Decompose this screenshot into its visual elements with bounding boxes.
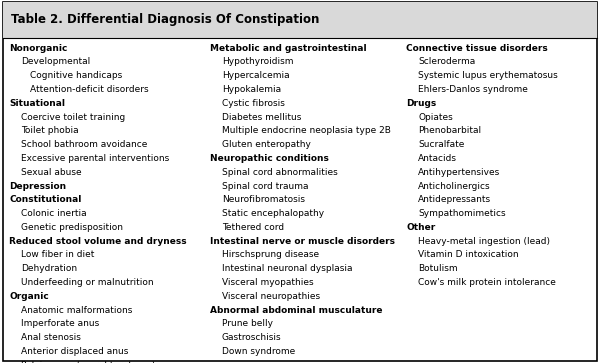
Text: Hypothyroidism: Hypothyroidism <box>222 57 293 66</box>
Text: Sympathomimetics: Sympathomimetics <box>418 209 506 218</box>
Text: Tethered cord: Tethered cord <box>222 223 284 232</box>
Text: Drugs: Drugs <box>406 99 436 108</box>
Text: Underfeeding or malnutrition: Underfeeding or malnutrition <box>21 278 154 287</box>
Text: Table 2. Differential Diagnosis Of Constipation: Table 2. Differential Diagnosis Of Const… <box>11 13 319 26</box>
Text: Sucralfate: Sucralfate <box>418 140 464 149</box>
Text: Vitamin D intoxication: Vitamin D intoxication <box>418 250 519 260</box>
Text: Developmental: Developmental <box>21 57 90 66</box>
Text: Spinal cord abnormalities: Spinal cord abnormalities <box>222 168 338 177</box>
Text: Diabetes mellitus: Diabetes mellitus <box>222 113 301 122</box>
Text: Attention-deficit disorders: Attention-deficit disorders <box>30 85 149 94</box>
Text: Low fiber in diet: Low fiber in diet <box>21 250 94 260</box>
Text: Hypokalemia: Hypokalemia <box>222 85 281 94</box>
Bar <box>3 2 597 38</box>
Text: Nonorganic: Nonorganic <box>9 44 67 53</box>
Text: Antihypertensives: Antihypertensives <box>418 168 500 177</box>
Text: Static encephalopathy: Static encephalopathy <box>222 209 324 218</box>
Text: Down syndrome: Down syndrome <box>222 347 295 356</box>
Text: Organic: Organic <box>9 292 49 301</box>
Text: Phenobarbital: Phenobarbital <box>418 126 481 135</box>
Text: Other: Other <box>406 223 436 232</box>
Text: Scleroderma: Scleroderma <box>418 57 475 66</box>
Text: Intestinal neuronal dysplasia: Intestinal neuronal dysplasia <box>222 264 353 273</box>
Text: Metabolic and gastrointestinal: Metabolic and gastrointestinal <box>210 44 367 53</box>
Text: Situational: Situational <box>9 99 65 108</box>
Text: Gastroschisis: Gastroschisis <box>222 333 281 342</box>
Text: Cystic fibrosis: Cystic fibrosis <box>222 99 285 108</box>
Text: Visceral myopathies: Visceral myopathies <box>222 278 314 287</box>
Text: Dehydration: Dehydration <box>21 264 77 273</box>
Text: Antacids: Antacids <box>418 154 457 163</box>
Text: Intestinal nerve or muscle disorders: Intestinal nerve or muscle disorders <box>210 237 395 246</box>
Text: Excessive parental interventions: Excessive parental interventions <box>21 154 169 163</box>
Text: Toilet phobia: Toilet phobia <box>21 126 79 135</box>
Text: Prune belly: Prune belly <box>222 319 273 329</box>
Text: Sexual abuse: Sexual abuse <box>21 168 82 177</box>
Text: Colonic inertia: Colonic inertia <box>21 209 86 218</box>
Text: Hypercalcemia: Hypercalcemia <box>222 71 290 80</box>
Text: Multiple endocrine neoplasia type 2B: Multiple endocrine neoplasia type 2B <box>222 126 391 135</box>
Text: Heavy-metal ingestion (lead): Heavy-metal ingestion (lead) <box>418 237 550 246</box>
Text: Systemic lupus erythematosus: Systemic lupus erythematosus <box>418 71 558 80</box>
Text: Antidepressants: Antidepressants <box>418 195 491 204</box>
Text: Imperforate anus: Imperforate anus <box>21 319 99 329</box>
Text: Botulism: Botulism <box>418 264 458 273</box>
Text: Cow's milk protein intolerance: Cow's milk protein intolerance <box>418 278 556 287</box>
Text: Abnormal abdominal musculature: Abnormal abdominal musculature <box>210 306 383 315</box>
Text: Hirschsprung disease: Hirschsprung disease <box>222 250 319 260</box>
Text: Anterior displaced anus: Anterior displaced anus <box>21 347 128 356</box>
Text: Neuropathic conditions: Neuropathic conditions <box>210 154 329 163</box>
Text: Ehlers-Danlos syndrome: Ehlers-Danlos syndrome <box>418 85 528 94</box>
Text: Gluten enteropathy: Gluten enteropathy <box>222 140 311 149</box>
Text: Genetic predisposition: Genetic predisposition <box>21 223 123 232</box>
Text: Cognitive handicaps: Cognitive handicaps <box>30 71 122 80</box>
Text: Visceral neuropathies: Visceral neuropathies <box>222 292 320 301</box>
Text: Connective tissue disorders: Connective tissue disorders <box>406 44 548 53</box>
Text: Constitutional: Constitutional <box>9 195 82 204</box>
Text: Anatomic malformations: Anatomic malformations <box>21 306 133 315</box>
Text: School bathroom avoidance: School bathroom avoidance <box>21 140 148 149</box>
Text: Anal stenosis: Anal stenosis <box>21 333 81 342</box>
Text: Opiates: Opiates <box>418 113 453 122</box>
Text: Anticholinergics: Anticholinergics <box>418 182 491 191</box>
Text: Coercive toilet training: Coercive toilet training <box>21 113 125 122</box>
Text: Pelvic mass (sacral teratoma): Pelvic mass (sacral teratoma) <box>21 361 155 363</box>
Text: Reduced stool volume and dryness: Reduced stool volume and dryness <box>9 237 187 246</box>
Text: Depression: Depression <box>9 182 66 191</box>
Text: Neurofibromatosis: Neurofibromatosis <box>222 195 305 204</box>
Text: Spinal cord trauma: Spinal cord trauma <box>222 182 308 191</box>
